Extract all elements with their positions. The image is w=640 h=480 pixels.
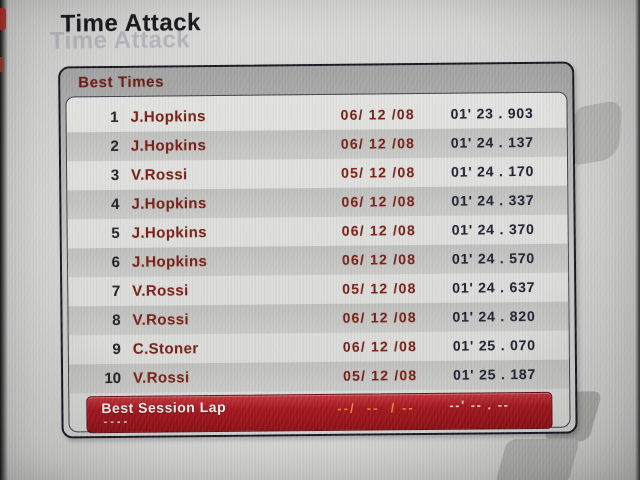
row-lap-time: 01' 24 . 370 (451, 220, 535, 238)
row-rank: 10 (104, 369, 122, 388)
best-times-panel: Best Times 1 J.Hopkins 06/ 12 /08 01' 23… (58, 61, 578, 439)
row-lap-time: 01' 24 . 337 (451, 191, 535, 209)
row-lap-time: 01' 24 . 820 (452, 307, 536, 325)
row-lap-time: 01' 24 . 570 (451, 249, 536, 267)
deco-swoosh-top-right (571, 99, 623, 167)
row-rank: 9 (112, 340, 121, 358)
best-times-rows: 1 J.Hopkins 06/ 12 /08 01' 23 . 903 2 J.… (66, 99, 570, 394)
best-session-lap-time: --' -- . -- (449, 397, 510, 413)
best-session-lap-value: ---- (103, 415, 131, 429)
bezel-reflection-red-top (0, 8, 6, 30)
row-date: 05/ 12 /08 (342, 280, 417, 297)
bezel-reflection-red-mid (0, 57, 4, 72)
row-date: 06/ 12 /08 (340, 106, 415, 123)
row-rank: 7 (111, 282, 121, 300)
best-times-list: 1 J.Hopkins 06/ 12 /08 01' 23 . 903 2 J.… (65, 91, 571, 433)
row-rider-name: J.Hopkins (131, 195, 207, 213)
row-rider-name: V.Rossi (132, 311, 190, 329)
row-rider-name: V.Rossi (131, 166, 188, 184)
row-lap-time: 01' 23 . 903 (450, 104, 534, 122)
row-date: 06/ 12 /08 (340, 135, 416, 152)
best-session-lap-bar: Best Session Lap ---- --/ -- / -- --' --… (86, 391, 553, 434)
table-row: 10 V.Rossi 05/ 12 /08 01' 25 . 187 (68, 359, 570, 394)
row-rider-name: J.Hopkins (130, 108, 206, 126)
screen-bezel-left (0, 0, 8, 480)
row-lap-time: 01' 24 . 170 (451, 162, 535, 180)
deco-swoosh-bottom-lower (494, 438, 581, 480)
row-date: 06/ 12 /08 (342, 309, 417, 326)
row-rider-name: J.Hopkins (131, 224, 208, 242)
row-rider-name: V.Rossi (133, 369, 190, 387)
row-rider-name: J.Hopkins (131, 253, 208, 271)
row-date: 06/ 12 /08 (342, 338, 418, 355)
row-date: 06/ 12 /08 (341, 251, 417, 268)
best-session-lap-label: Best Session Lap (101, 398, 227, 417)
screen-bezel-right (635, 0, 640, 480)
row-rank: 2 (110, 137, 119, 156)
row-rank: 5 (111, 224, 120, 243)
row-rider-name: J.Hopkins (130, 137, 207, 155)
page-title: Time Attack (60, 9, 202, 38)
row-rank: 4 (110, 195, 120, 214)
row-lap-time: 01' 25 . 070 (452, 336, 536, 354)
row-rank: 8 (112, 311, 121, 329)
row-date: 06/ 12 /08 (341, 222, 417, 239)
row-rider-name: C.Stoner (132, 340, 199, 358)
row-lap-time: 01' 25 . 187 (452, 365, 537, 383)
best-session-lap-date: --/ -- / -- (337, 400, 415, 416)
row-rank: 6 (111, 253, 121, 271)
row-date: 05/ 12 /08 (341, 164, 416, 181)
row-rider-name: V.Rossi (132, 282, 189, 300)
panel-header: Best Times (78, 73, 165, 92)
row-lap-time: 01' 24 . 637 (452, 278, 536, 296)
row-rank: 3 (110, 166, 120, 185)
row-rank: 1 (110, 108, 119, 127)
row-lap-time: 01' 24 . 137 (450, 133, 534, 151)
row-date: 05/ 12 /08 (342, 367, 418, 384)
row-date: 06/ 12 /08 (341, 193, 416, 210)
